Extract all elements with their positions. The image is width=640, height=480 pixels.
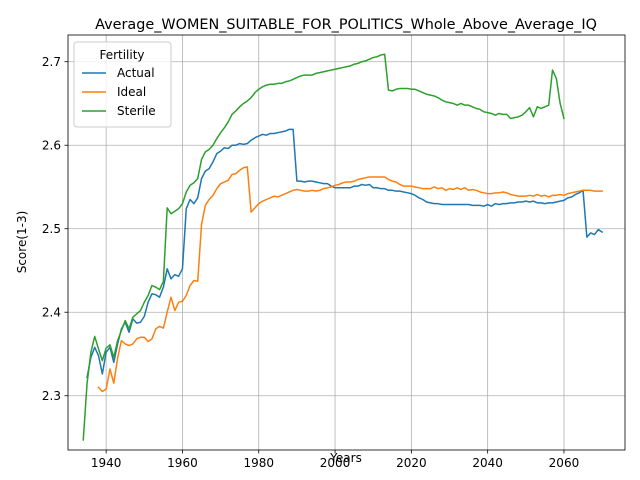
- x-tick-label: 2040: [472, 456, 503, 470]
- y-tick-label: 2.7: [42, 55, 61, 69]
- axis-ticks: 1940 1960 1980 2000 2020 2040 2060 2.3 2.4 2.5 2.6…: [42, 55, 579, 470]
- series-line-actual: [86, 128, 604, 379]
- legend-entries: Actual Ideal Sterile: [82, 66, 156, 118]
- x-tick-label: 1940: [91, 456, 122, 470]
- series-lines: [82, 53, 604, 441]
- chart-title: Average_WOMEN_SUITABLE_FOR_POLITICS_Whol…: [95, 17, 597, 33]
- legend-title: Fertility: [99, 48, 144, 62]
- series-line-ideal: [97, 166, 603, 393]
- y-tick-label: 2.3: [42, 389, 61, 403]
- x-tick-label: 2000: [320, 456, 351, 470]
- y-tick-label: 2.6: [42, 138, 61, 152]
- legend-box: [73, 41, 172, 128]
- x-tick-label: 1960: [167, 456, 198, 470]
- y-axis-label: Score(1-3): [15, 211, 29, 274]
- x-tick-label: 1980: [243, 456, 274, 470]
- plot-area-frame: [67, 34, 626, 451]
- legend-label-sterile: Sterile: [117, 104, 156, 118]
- legend-label-actual: Actual: [117, 66, 155, 80]
- grid-lines: [68, 35, 625, 450]
- x-axis-label: Years: [329, 451, 362, 465]
- y-tick-label: 2.4: [42, 305, 61, 319]
- x-tick-label: 2020: [396, 456, 427, 470]
- y-tick-label: 2.5: [42, 222, 61, 236]
- series-line-sterile: [82, 53, 565, 441]
- legend-label-ideal: Ideal: [117, 85, 146, 99]
- x-tick-label: 2060: [549, 456, 580, 470]
- legend: Fertility Actual Ideal Sterile: [73, 41, 172, 128]
